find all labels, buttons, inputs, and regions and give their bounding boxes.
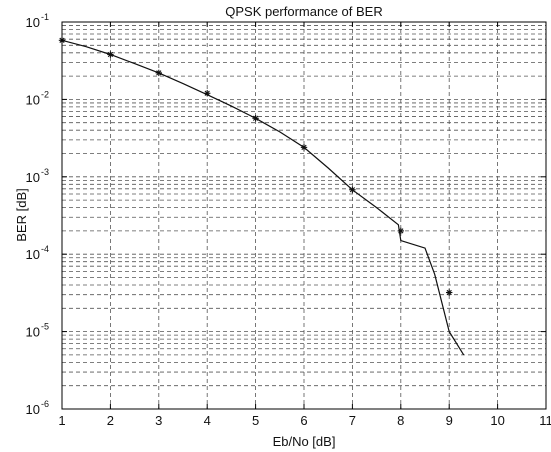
y-tick-label: 10 xyxy=(26,92,40,107)
y-tick-exponent: -4 xyxy=(41,244,49,254)
y-tick-label: 10 xyxy=(26,325,40,340)
asterisk-stroke xyxy=(252,115,259,121)
x-tick-label: 1 xyxy=(58,413,65,428)
series-layer xyxy=(58,37,465,356)
y-tick-exponent: -3 xyxy=(41,167,49,177)
y-tick-exponent: -2 xyxy=(41,89,49,99)
grid-layer xyxy=(62,22,546,409)
y-tick-label: 10 xyxy=(26,247,40,262)
asterisk-stroke xyxy=(446,289,452,296)
asterisk-marker xyxy=(204,90,211,97)
asterisk-stroke xyxy=(107,51,114,58)
asterisk-marker xyxy=(300,144,308,151)
x-tick-label: 11 xyxy=(539,413,551,428)
asterisk-marker xyxy=(155,69,162,77)
x-tick-label: 9 xyxy=(446,413,453,428)
x-axis-label: Eb/No [dB] xyxy=(273,434,336,449)
asterisk-marker xyxy=(107,51,114,58)
y-axis-label: BER [dB] xyxy=(14,188,29,241)
x-tick-label: 5 xyxy=(252,413,259,428)
asterisk-stroke xyxy=(204,90,210,96)
x-tick-label: 3 xyxy=(155,413,162,428)
asterisk-stroke xyxy=(156,70,162,76)
asterisk-stroke xyxy=(349,187,356,193)
y-tick-label: 10 xyxy=(26,15,40,30)
asterisk-marker xyxy=(446,289,453,296)
asterisk-marker xyxy=(252,115,259,122)
y-tick-exponent: -5 xyxy=(41,322,49,332)
x-tick-label: 8 xyxy=(397,413,404,428)
chart-title: QPSK performance of BER xyxy=(225,4,383,19)
x-tick-label: 4 xyxy=(204,413,211,428)
asterisk-marker xyxy=(349,186,356,193)
x-tick-label: 2 xyxy=(107,413,114,428)
asterisk-stroke xyxy=(301,144,307,151)
asterisk-marker xyxy=(397,227,404,235)
y-tick-exponent: -6 xyxy=(41,399,49,409)
asterisk-stroke xyxy=(398,228,404,234)
y-tick-exponent: -1 xyxy=(41,12,49,22)
y-tick-label: 10 xyxy=(26,402,40,417)
y-tick-label: 10 xyxy=(26,170,40,185)
x-tick-label: 7 xyxy=(349,413,356,428)
ber-curve xyxy=(61,39,465,356)
x-tick-label: 6 xyxy=(300,413,307,428)
x-tick-label: 10 xyxy=(490,413,504,428)
